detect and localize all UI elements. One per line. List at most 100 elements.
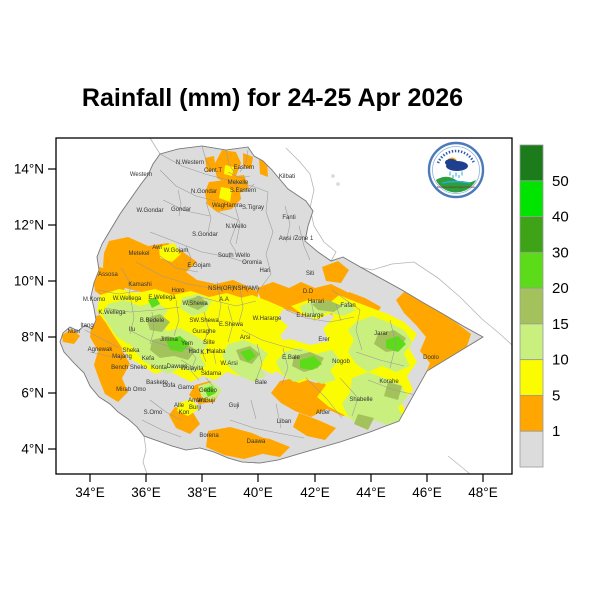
zone-label: W.Shewa bbox=[182, 301, 208, 307]
zone-boundary-line bbox=[201, 146, 214, 173]
zone-label: Hari bbox=[259, 268, 270, 274]
rain-patch-1-5mm bbox=[248, 435, 290, 457]
zone-label: W.Gondar bbox=[136, 208, 163, 214]
zone-label: K.Wellega bbox=[98, 310, 126, 316]
rain-patch-20-30mm bbox=[166, 336, 190, 352]
rain-patch-15-20mm bbox=[146, 314, 170, 332]
rain-patch-20-30mm bbox=[300, 356, 322, 370]
zone-label: Harari bbox=[308, 299, 324, 305]
rain-patch-5-10mm bbox=[159, 243, 181, 262]
x-axis-tick-label: 44°E bbox=[356, 485, 385, 500]
zone-boundary-line bbox=[205, 201, 212, 233]
zone-label: Nuer bbox=[67, 329, 80, 335]
zone-boundary-line bbox=[250, 399, 257, 420]
rain-patch-1-5mm bbox=[205, 156, 216, 172]
zone-label: Awi bbox=[152, 245, 162, 251]
zone-label: Liban bbox=[277, 419, 292, 425]
zone-boundary-line bbox=[275, 403, 282, 429]
zone-boundary-line bbox=[237, 287, 244, 327]
zone-label: Kilbati bbox=[279, 174, 295, 180]
zone-boundary-line bbox=[298, 225, 311, 261]
zone-label: Alle bbox=[174, 403, 185, 409]
zone-label: E.Shewa bbox=[219, 322, 244, 328]
zone-label: Daawa bbox=[247, 439, 266, 445]
zone-label: Horo bbox=[171, 288, 185, 294]
rain-patch-5-10mm bbox=[219, 187, 232, 202]
zone-label: Sheka bbox=[122, 348, 140, 354]
legend-swatch-r15_20 bbox=[519, 287, 544, 325]
legend-value-label: 30 bbox=[552, 244, 569, 261]
zone-label: Cent.T bbox=[204, 168, 222, 174]
legend-swatch-r40_50 bbox=[519, 180, 544, 217]
zone-boundary-line bbox=[234, 205, 241, 245]
zone-label: Oromia bbox=[242, 260, 262, 266]
legend-swatch-r30_40 bbox=[519, 216, 544, 253]
zone-label: B.Bedele bbox=[140, 318, 165, 324]
zone-label: W.Guji bbox=[197, 398, 215, 404]
zone-label: Itang bbox=[80, 323, 93, 329]
rain-patch-1-5mm bbox=[62, 329, 80, 344]
zone-label: K.T bbox=[200, 350, 210, 356]
rain-patch-1-5mm bbox=[243, 153, 253, 169]
legend-swatch-r20_30 bbox=[519, 251, 544, 289]
rain-patch-1-5mm bbox=[169, 407, 200, 434]
zone-boundary-line bbox=[103, 306, 181, 313]
zone-label: E.Gojam bbox=[187, 263, 210, 269]
zone-label: Kon bbox=[179, 410, 190, 416]
rain-patch-1-5mm bbox=[293, 413, 336, 440]
rain-drops-icon bbox=[449, 171, 463, 178]
zone-label: Gofa bbox=[162, 383, 176, 389]
zone-label: Siti bbox=[306, 271, 314, 277]
zone-label: Arsi bbox=[240, 335, 250, 341]
zone-label: Kefa bbox=[142, 356, 155, 362]
zone-boundary-line bbox=[159, 255, 199, 273]
zone-boundary-line bbox=[261, 191, 274, 287]
zone-label: W.Arsi bbox=[220, 361, 237, 367]
rain-patch-15-20mm bbox=[354, 414, 374, 430]
zone-boundary-line bbox=[177, 189, 182, 217]
zone-label: Halaba bbox=[206, 349, 226, 355]
zone-label: NSH(OR) bbox=[208, 286, 234, 292]
zone-label: Had bbox=[188, 349, 199, 355]
y-axis-tick-label: 12°N bbox=[14, 218, 44, 233]
river-icon bbox=[441, 180, 471, 184]
zone-label: Amaro bbox=[188, 398, 206, 404]
rain-patch-layer bbox=[62, 148, 471, 459]
zone-label: Sidama bbox=[201, 371, 222, 377]
logo-arc-text-icon bbox=[436, 149, 476, 164]
rain-patch-5-10mm bbox=[177, 399, 199, 416]
zone-boundary-line bbox=[129, 299, 135, 335]
zone-boundary-line bbox=[149, 231, 249, 264]
zone-boundary-line bbox=[367, 379, 421, 397]
legend-value-label: 20 bbox=[552, 280, 569, 297]
zone-label: Erer bbox=[318, 337, 329, 343]
neighbor-border-line bbox=[142, 435, 148, 475]
y-axis-tick-label: 4°N bbox=[21, 442, 44, 457]
zone-label: Western bbox=[130, 172, 152, 178]
rain-patch-15-20mm bbox=[312, 300, 342, 312]
zone-boundary-line bbox=[200, 348, 207, 363]
zone-label: D.D bbox=[303, 289, 314, 295]
zone-label: Shabelle bbox=[349, 397, 373, 403]
x-axis-tick-label: 38°E bbox=[187, 485, 216, 500]
x-axis-tick-label: 48°E bbox=[468, 485, 497, 500]
zone-label: A.A bbox=[219, 297, 229, 303]
map-frame bbox=[55, 137, 513, 475]
zone-label: Metekel bbox=[128, 251, 149, 257]
x-axis-tick-label: 34°E bbox=[75, 485, 104, 500]
zone-label: NSH(AM) bbox=[233, 286, 259, 292]
zone-label: Silte bbox=[203, 340, 215, 346]
logo-scene bbox=[434, 157, 478, 193]
page-title: Rainfall (mm) for 24-25 Apr 2026 bbox=[81, 84, 464, 112]
zone-boundary-line bbox=[310, 299, 316, 322]
zone-boundary-line bbox=[159, 153, 269, 193]
red-sea-island bbox=[331, 174, 335, 178]
hills-icon bbox=[434, 176, 478, 193]
zone-label: Guraghe bbox=[192, 329, 216, 335]
x-axis-tick-label: 36°E bbox=[131, 485, 160, 500]
zone-label: Mirab Omo bbox=[116, 387, 146, 393]
rain-patch-1-5mm bbox=[103, 237, 259, 309]
y-axis-tick-label: 14°N bbox=[14, 162, 44, 177]
ethiopia-outline bbox=[59, 145, 484, 464]
